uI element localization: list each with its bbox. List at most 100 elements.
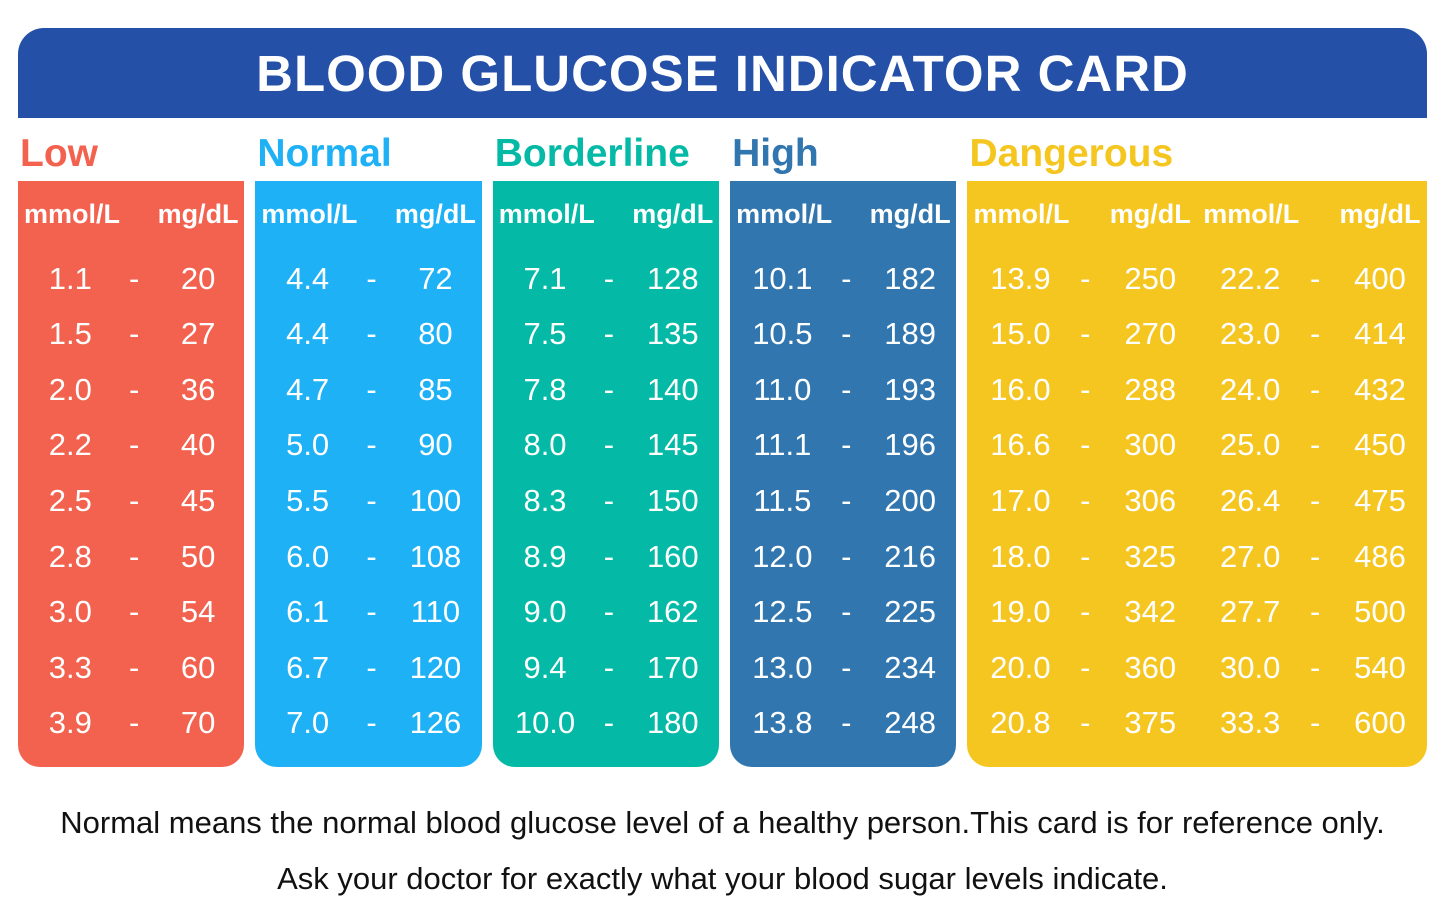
mmol-value: 10.1 xyxy=(752,260,813,296)
panel-borderline: mmol/L mg/dL 7.1-128 7.5-135 7.8-140 8.0-145 8… xyxy=(492,181,720,767)
value-row: 2.0 - 36 xyxy=(18,372,244,408)
value-row: 17.0-306 xyxy=(967,483,1197,519)
mmol-value: 3.3 xyxy=(48,649,92,685)
mg-value: 360 xyxy=(1124,649,1177,685)
mmol-value: 12.0 xyxy=(752,538,813,574)
value-row: 13.9-250 xyxy=(967,261,1197,297)
low-table: mmol/L mg/dL 1.1 - 20 1.5 - 27 2.0 - 36 2.2 - 40 2.5 - 4… xyxy=(18,181,244,767)
value-row: 1.5 - 27 xyxy=(18,316,244,352)
mmol-value: 3.9 xyxy=(48,705,92,741)
mg-value: 189 xyxy=(884,316,937,352)
range-dash: - xyxy=(366,482,377,518)
mmol-value: 26.4 xyxy=(1220,482,1281,518)
mg-value: 375 xyxy=(1124,705,1177,741)
mg-value: 270 xyxy=(1124,316,1177,352)
mmol-value: 22.2 xyxy=(1220,260,1281,296)
value-row: 4.7- 85 xyxy=(255,372,481,408)
value-row: 11.1-196 xyxy=(730,427,956,463)
value-row: 20.0-360 xyxy=(967,650,1197,686)
mmol-value: 11.0 xyxy=(753,371,812,407)
unit-header-row: mmol/L mg/dL xyxy=(255,191,481,237)
value-row: 24.0-432 xyxy=(1197,372,1427,408)
mmol-value: 2.2 xyxy=(48,427,92,463)
mmol-value: 6.1 xyxy=(286,594,330,630)
value-row: 11.5-200 xyxy=(730,483,956,519)
value-row: 12.5-225 xyxy=(730,594,956,630)
unit-mg-header: mg/dL xyxy=(394,198,476,229)
mmol-value: 7.5 xyxy=(523,316,567,352)
mg-value: 300 xyxy=(1124,427,1177,463)
mmol-value: 16.6 xyxy=(990,427,1051,463)
value-row: 8.0-145 xyxy=(493,427,719,463)
panels-row: mmol/L mg/dL 1.1-20 1.5-27 2.0-36 2.2-40 2.5-4… xyxy=(18,181,1427,767)
value-row: 7.8-140 xyxy=(493,372,719,408)
unit-mg-header: mg/dL xyxy=(1339,198,1421,229)
category-label-borderline: Borderline xyxy=(494,131,690,175)
value-row: 20.8-375 xyxy=(967,705,1197,741)
category-labels-row: Low Normal Borderline High Dangerous xyxy=(18,127,1427,179)
range-dash: - xyxy=(1309,371,1321,407)
mg-value: 170 xyxy=(646,649,699,685)
value-row: 10.1-182 xyxy=(730,261,956,297)
mg-value: 450 xyxy=(1354,427,1406,463)
mg-value: 540 xyxy=(1354,649,1406,685)
range-dash: - xyxy=(1080,482,1091,518)
value-row: 8.9-160 xyxy=(493,539,719,575)
mmol-value: 6.7 xyxy=(286,649,330,685)
unit-mmol-header: mmol/L xyxy=(498,198,595,229)
mmol-value: 17.0 xyxy=(990,482,1051,518)
borderline-table: mmol/L mg/dL 7.1-128 7.5-135 7.8-140 8.0-145 8… xyxy=(493,181,719,767)
range-dash: - xyxy=(366,371,377,407)
unit-header-row: mmol/L mg/dL xyxy=(18,191,244,237)
value-row: 2.5 - 45 xyxy=(18,483,244,519)
mmol-value: 3.0 xyxy=(48,594,92,630)
mmol-value: 8.9 xyxy=(523,538,567,574)
unit-mg-header: mg/dL xyxy=(1109,198,1191,229)
mmol-value: 33.3 xyxy=(1220,705,1281,741)
range-dash: - xyxy=(129,594,140,630)
range-dash: - xyxy=(129,705,140,741)
mg-value: 248 xyxy=(884,705,937,741)
range-dash: - xyxy=(1309,594,1321,630)
range-dash: - xyxy=(603,260,615,296)
value-row: 3.9 - 70 xyxy=(18,705,244,741)
range-dash: - xyxy=(366,594,377,630)
mmol-value: 13.8 xyxy=(752,705,813,741)
mg-value: 486 xyxy=(1354,538,1406,574)
range-dash: - xyxy=(129,482,140,518)
mmol-value: 5.5 xyxy=(286,482,330,518)
mmol-value: 5.0 xyxy=(286,427,330,463)
range-dash: - xyxy=(129,371,140,407)
mg-value: 150 xyxy=(646,482,699,518)
mg-value: 90 xyxy=(418,427,453,463)
mmol-value: 4.4 xyxy=(286,316,330,352)
value-row: 7.5-135 xyxy=(493,316,719,352)
unit-mmol-header: mmol/L xyxy=(24,198,121,229)
mg-value: 36 xyxy=(180,371,216,407)
footer-line-1: Normal means the normal blood glucose le… xyxy=(60,805,1385,840)
mg-value: 162 xyxy=(646,594,699,630)
mmol-value: 1.1 xyxy=(48,260,92,296)
range-dash: - xyxy=(1309,649,1321,685)
panel-low: mmol/L mg/dL 1.1 - 20 1.5 - 27 2.0 - 36 2.2 - 40 2.5 - 4… xyxy=(18,181,245,767)
value-row: 26.4-475 xyxy=(1197,483,1427,519)
footer-note: Normal means the normal blood glucose le… xyxy=(18,795,1427,907)
value-row: 30.0-540 xyxy=(1197,650,1427,686)
category-label-low: Low xyxy=(20,131,98,175)
mmol-value: 9.0 xyxy=(523,594,567,630)
value-rows: 13.9-250 15.0-270 16.0-288 16.6-300 17.0-306… xyxy=(967,251,1197,767)
value-row: 2.8 - 50 xyxy=(18,539,244,575)
range-dash: - xyxy=(366,649,377,685)
range-dash: - xyxy=(603,538,615,574)
mmol-value: 27.7 xyxy=(1220,594,1281,630)
mg-value: 126 xyxy=(409,705,462,741)
unit-mmol-header: mmol/L xyxy=(261,198,358,229)
mmol-value: 15.0 xyxy=(990,316,1051,352)
value-row: 16.6-300 xyxy=(967,427,1197,463)
range-dash: - xyxy=(1309,538,1321,574)
mg-value: 72 xyxy=(418,260,453,296)
mmol-value: 4.7 xyxy=(286,371,330,407)
range-dash: - xyxy=(129,316,140,352)
mg-value: 432 xyxy=(1354,371,1406,407)
value-row: 4.4- 72 xyxy=(255,261,481,297)
